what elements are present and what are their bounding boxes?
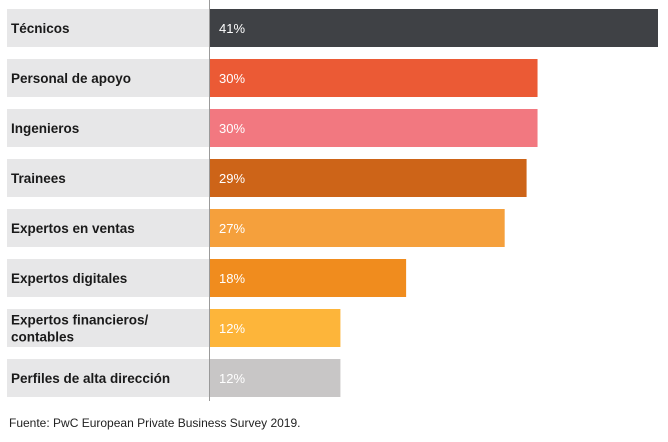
category-label: Expertos en ventas — [11, 221, 135, 236]
category-label: Ingenieros — [11, 121, 79, 136]
category-label: Técnicos — [11, 21, 70, 36]
category-band — [7, 59, 209, 97]
value-label: 27% — [219, 221, 245, 236]
bar — [209, 359, 341, 397]
category-band — [7, 109, 209, 147]
category-band — [7, 359, 209, 397]
value-label: 30% — [219, 121, 245, 136]
category-band — [7, 159, 209, 197]
category-band — [7, 209, 209, 247]
bar — [209, 59, 538, 97]
value-label: 12% — [219, 321, 245, 336]
category-label: Expertos financieros/contables — [11, 313, 149, 345]
bar — [209, 209, 505, 247]
value-label: 30% — [219, 71, 245, 86]
category-label: Personal de apoyo — [11, 71, 131, 86]
category-label: Perfiles de alta dirección — [11, 371, 170, 386]
category-band — [7, 9, 209, 47]
category-band — [7, 309, 209, 347]
bar — [209, 259, 407, 297]
value-label: 18% — [219, 271, 245, 286]
bar — [209, 9, 658, 47]
bar — [209, 159, 527, 197]
bar — [209, 109, 538, 147]
category-band — [7, 259, 209, 297]
source-note: Fuente: PwC European Private Business Su… — [9, 416, 301, 430]
bar — [209, 309, 341, 347]
value-label: 29% — [219, 171, 245, 186]
category-label: Trainees — [11, 171, 66, 186]
value-label: 12% — [219, 371, 245, 386]
category-label: Expertos digitales — [11, 271, 127, 286]
value-label: 41% — [219, 21, 245, 36]
